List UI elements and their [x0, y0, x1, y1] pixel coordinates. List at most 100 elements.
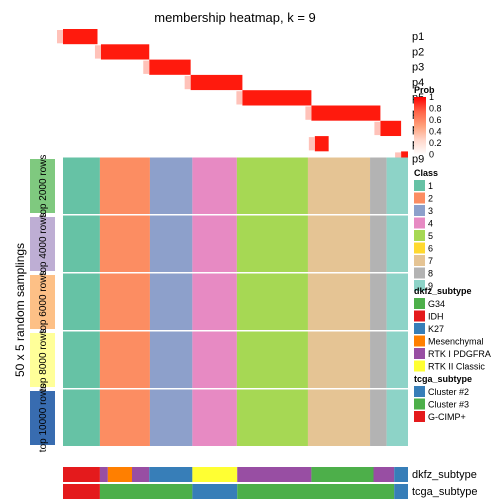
prob-row-bg — [63, 90, 408, 106]
class-block-3 — [149, 331, 193, 389]
class-block-2 — [99, 331, 150, 389]
class-block-7 — [307, 389, 371, 447]
class-legend-label: 4 — [428, 219, 433, 229]
class-legend-swatch — [414, 192, 425, 204]
prob-peak-p8 — [314, 136, 329, 152]
prob-row-label: p9 — [412, 153, 424, 165]
prob-legend-gradient — [414, 97, 426, 155]
dkfz-legend-label: IDH — [428, 312, 444, 322]
dkfz-segment — [149, 467, 193, 482]
prob-row-label: p1 — [412, 31, 424, 43]
class-block-4 — [192, 389, 237, 447]
class-legend-swatch — [414, 205, 425, 216]
class-legend-label: 7 — [428, 256, 433, 266]
class-block-4 — [192, 331, 237, 389]
probability-heatmap — [57, 29, 408, 167]
class-block-2 — [99, 215, 150, 273]
dkfz-segment — [99, 467, 108, 482]
annotation-row-label: tcga_subtype — [412, 486, 477, 498]
prob-legend-tick: 1 — [429, 92, 434, 102]
class-block-4 — [192, 273, 237, 331]
class-block-3 — [149, 389, 193, 447]
class-block-7 — [307, 273, 371, 331]
tcga-legend-swatch — [414, 398, 425, 410]
dkfz-segment — [373, 467, 395, 482]
class-block-1 — [63, 389, 100, 447]
class-block-3 — [149, 157, 193, 215]
class-heatmap — [63, 157, 408, 448]
tcga-legend-label: Cluster #3 — [428, 400, 469, 410]
dkfz-legend-label: RTK II Classic — [428, 362, 485, 372]
dkfz-segment — [63, 467, 100, 482]
class-block-1 — [63, 215, 100, 273]
prob-legend-title: Prob — [414, 85, 435, 95]
prob-row-bg — [63, 120, 408, 137]
dkfz-legend-label: RTK I PDGFRA — [428, 349, 491, 359]
dkfz-legend-swatch — [414, 298, 425, 309]
prob-fade — [94, 45, 101, 59]
prob-legend-tick: 0.4 — [429, 127, 442, 137]
tcga-segment — [237, 484, 395, 499]
dkfz-legend-swatch — [414, 323, 425, 334]
dkfz-legend-swatch — [414, 348, 425, 359]
prob-fade — [308, 137, 315, 151]
dkfz-segment — [192, 467, 238, 482]
tcga-segment — [394, 484, 408, 499]
class-legend-swatch — [414, 217, 425, 229]
dkfz-legend-label: K27 — [428, 324, 444, 334]
prob-peak-p7 — [380, 120, 402, 137]
row-group-bar — [30, 333, 55, 387]
class-block-8 — [370, 157, 387, 215]
class-block-2 — [99, 157, 150, 215]
class-legend-label: 6 — [428, 244, 433, 254]
tcga-legend-label: Cluster #2 — [428, 387, 469, 397]
class-block-2 — [99, 389, 150, 447]
prob-legend-tick: 0.2 — [429, 138, 442, 148]
class-block-1 — [63, 273, 100, 331]
annotation-row-label: dkfz_subtype — [412, 469, 477, 481]
row-group-bar — [30, 159, 55, 213]
class-legend-label: 5 — [428, 231, 433, 241]
class-block-5 — [236, 273, 308, 331]
class-legend-label: 3 — [428, 206, 433, 216]
subtype-annotation-rows: dkfz_subtype tcga_subtype — [63, 467, 477, 499]
class-block-9 — [386, 273, 408, 331]
class-legend-label: 8 — [428, 269, 433, 279]
legends: Prob10.80.60.40.20Class123456789dkfz_sub… — [414, 85, 491, 422]
dkfz-segment — [132, 467, 150, 482]
prob-fade — [374, 121, 381, 136]
prob-fade — [143, 60, 150, 74]
class-legend-swatch — [414, 180, 425, 191]
class-block-5 — [236, 215, 308, 273]
row-group-label: top 6000 rows — [38, 271, 49, 334]
prob-row-bg — [63, 59, 408, 75]
class-block-9 — [386, 215, 408, 273]
tcga-segment — [192, 484, 238, 499]
dkfz-segment — [237, 467, 312, 482]
prob-legend-tick: 0 — [429, 150, 434, 160]
tcga-legend-swatch — [414, 386, 425, 397]
prob-peak-p5 — [242, 90, 312, 106]
class-legend-label: 1 — [428, 181, 433, 191]
row-group-label: top 4000 rows — [38, 213, 49, 276]
class-legend-label: 2 — [428, 194, 433, 204]
class-block-1 — [63, 331, 100, 389]
row-group-label: top 8000 rows — [38, 329, 49, 392]
prob-legend-tick: 0.8 — [429, 104, 442, 114]
dkfz-legend-label: Mesenchymal — [428, 337, 484, 347]
class-legend-swatch — [414, 280, 425, 291]
class-block-4 — [192, 215, 237, 273]
class-block-8 — [370, 331, 387, 389]
prob-row-label: p3 — [412, 62, 424, 74]
class-legend-swatch — [414, 242, 425, 254]
dkfz-legend-title: dkfz_subtype — [414, 286, 472, 296]
class-legend-swatch — [414, 230, 425, 241]
prob-fade — [236, 91, 243, 105]
class-block-5 — [236, 331, 308, 389]
class-block-3 — [149, 273, 193, 331]
class-legend-swatch — [414, 255, 425, 266]
dkfz-legend-swatch — [414, 360, 425, 372]
dkfz-segment — [394, 467, 408, 482]
